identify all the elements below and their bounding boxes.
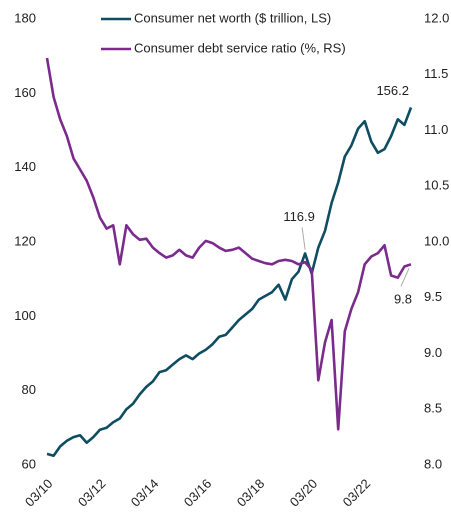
y-tick-label: 80 <box>22 382 36 397</box>
value-label: 9.8 <box>394 292 412 307</box>
value-label: 156.2 <box>376 83 409 98</box>
y2-tick-label: 10.5 <box>424 178 449 193</box>
x-tick-label: 03/14 <box>128 476 162 510</box>
y2-tick-label: 11.5 <box>424 66 448 81</box>
legend-label: Consumer net worth ($ trillion, LS) <box>134 10 331 25</box>
value-label: 116.9 <box>283 209 315 224</box>
leader-line <box>301 227 306 250</box>
y-tick-label: 120 <box>14 233 36 248</box>
x-tick-label: 03/16 <box>181 476 215 510</box>
y-tick-label: 60 <box>22 456 36 471</box>
series-line <box>45 57 412 431</box>
y2-tick-label: 11.0 <box>424 122 448 137</box>
legend-label: Consumer debt service ratio (%, RS) <box>134 40 346 55</box>
y2-tick-label: 8.0 <box>424 456 442 471</box>
x-tick-label: 03/22 <box>340 476 374 510</box>
x-tick-label: 03/20 <box>287 476 321 510</box>
y-tick-label: 100 <box>14 308 36 323</box>
y2-tick-label: 12.0 <box>424 10 449 25</box>
y-tick-label: 180 <box>14 10 36 25</box>
y2-tick-label: 8.5 <box>424 401 442 416</box>
x-tick-label: 03/18 <box>234 476 268 510</box>
x-tick-label: 03/10 <box>22 476 56 510</box>
y2-tick-label: 9.0 <box>424 345 442 360</box>
y-tick-label: 160 <box>14 85 36 100</box>
leader-line <box>400 268 410 287</box>
y2-tick-label: 9.5 <box>424 289 442 304</box>
y2-tick-label: 10.0 <box>424 233 449 248</box>
x-tick-label: 03/12 <box>75 476 109 510</box>
y-tick-label: 140 <box>14 159 36 174</box>
series-line <box>46 107 413 457</box>
